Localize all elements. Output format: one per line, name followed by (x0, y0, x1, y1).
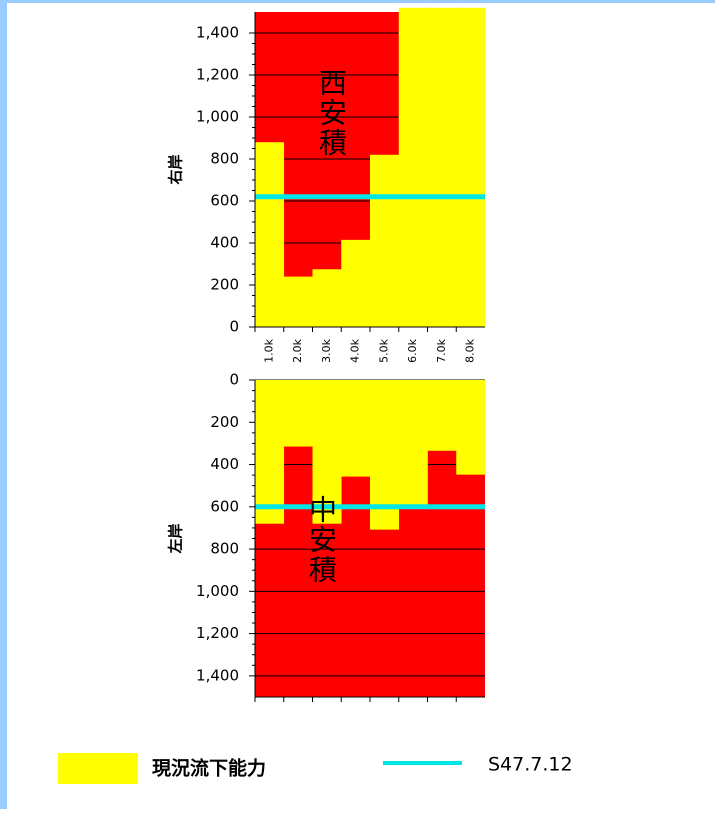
annotation: 西安積 (315, 68, 348, 158)
bar (427, 7, 457, 328)
y-tick-label: 200 (210, 276, 239, 294)
y-tick-label: 600 (210, 497, 239, 515)
legend-swatch (58, 753, 138, 784)
x-tick-label: 1.0k (262, 338, 275, 362)
bar (370, 154, 400, 327)
bar (456, 380, 486, 475)
left-border (0, 0, 7, 809)
bar (283, 276, 313, 327)
x-tick-label: 2.0k (291, 338, 304, 362)
legend-label: S47.7.12 (488, 754, 573, 776)
x-tick-label: 5.0k (377, 338, 390, 362)
x-tick-label: 3.0k (320, 338, 333, 362)
y-tick-label: 0 (229, 371, 239, 389)
bar (341, 380, 371, 477)
bar (312, 269, 342, 327)
bar (255, 142, 285, 327)
y-tick-label: 0 (229, 318, 239, 336)
x-tick-label: 4.0k (349, 338, 362, 362)
x-tick-label: 6.0k (406, 338, 419, 362)
bar (255, 380, 285, 524)
x-tick-label: 7.0k (435, 338, 448, 362)
y-tick-label: 1,200 (196, 624, 239, 642)
y-tick-label: 600 (210, 192, 239, 210)
bar (398, 7, 428, 328)
annotation: 中安積 (305, 495, 338, 585)
y-tick-label: 400 (210, 234, 239, 252)
bar (283, 380, 313, 447)
y-tick-label: 200 (210, 413, 239, 431)
y-tick-label: 800 (210, 540, 239, 558)
y-tick-label: 1,000 (196, 582, 239, 600)
y-tick-label: 1,400 (196, 24, 239, 42)
bar (341, 239, 371, 327)
bar (427, 380, 457, 451)
x-tick-label: 8.0k (464, 338, 477, 362)
bar (398, 380, 428, 507)
y-tick-label: 1,200 (196, 66, 239, 84)
plots: 0 200 400 600 800 1,000 1,200 1,400 1.0k 2.0k 3.0k… (167, 7, 486, 702)
bar (456, 7, 486, 328)
legend-label: 現況流下能力 (152, 757, 266, 780)
bar (312, 380, 342, 524)
top-border (0, 0, 715, 3)
y-tick-label: 1,400 (196, 666, 239, 684)
y-tick-label: 800 (210, 150, 239, 168)
y-tick-label: 400 (210, 455, 239, 473)
y-axis-label: 左岸 (167, 523, 185, 554)
y-tick-label: 1,000 (196, 108, 239, 126)
y-axis-label: 右岸 (167, 154, 185, 184)
